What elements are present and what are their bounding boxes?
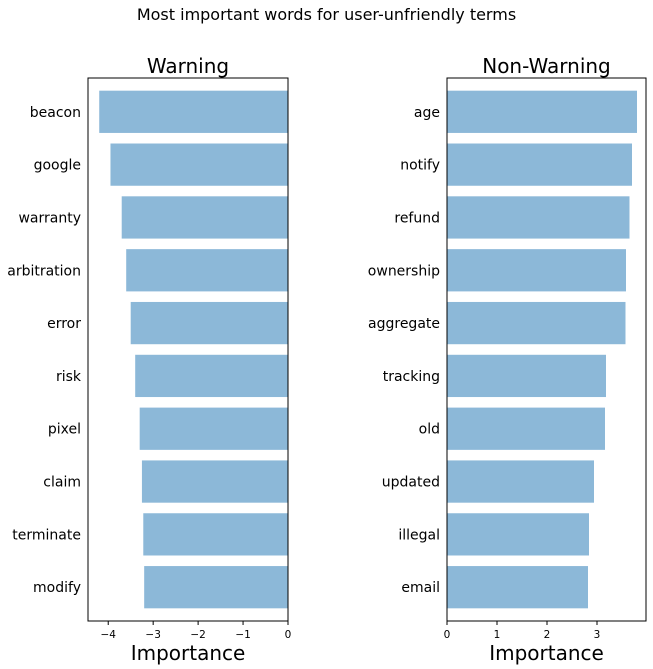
- category-label-risk: risk: [56, 369, 82, 385]
- bar-tracking: [447, 354, 606, 398]
- category-label-notify: notify: [400, 158, 440, 174]
- category-label-refund: refund: [394, 210, 440, 226]
- bar-old: [447, 407, 605, 450]
- axes-frame: [87, 77, 289, 622]
- category-label-age: age: [414, 105, 440, 121]
- category-label-tracking: tracking: [383, 369, 440, 385]
- panel-title: Non-Warning: [482, 54, 611, 78]
- category-label-warranty: warranty: [18, 210, 81, 226]
- bar-arbitration: [126, 249, 289, 292]
- bar-ownership: [447, 249, 626, 292]
- bar-email: [447, 566, 588, 609]
- x-tick-label: −3: [145, 629, 160, 641]
- category-label-arbitration: arbitration: [7, 263, 81, 279]
- category-label-illegal: illegal: [398, 527, 440, 543]
- bar-age: [447, 90, 637, 133]
- x-tick-label: 0: [285, 629, 292, 641]
- x-tick-label: 0: [444, 629, 451, 641]
- x-tick-label: 3: [594, 629, 601, 641]
- category-label-google: google: [34, 158, 81, 174]
- category-label-pixel: pixel: [48, 422, 81, 438]
- bar-google: [110, 143, 288, 186]
- x-tick-label: 1: [494, 629, 501, 641]
- bar-notify: [447, 143, 632, 186]
- x-tick-label: −4: [100, 629, 116, 641]
- bar-pixel: [139, 407, 288, 450]
- bar-updated: [447, 460, 594, 503]
- bar-warranty: [121, 196, 289, 239]
- category-label-email: email: [401, 580, 440, 596]
- x-tick-label: −1: [235, 629, 250, 641]
- bar-error: [130, 301, 288, 345]
- x-tick-label: 2: [544, 629, 551, 641]
- bar-aggregate: [447, 301, 626, 345]
- category-label-terminate: terminate: [12, 527, 81, 543]
- category-label-aggregate: aggregate: [368, 316, 440, 332]
- category-label-updated: updated: [382, 475, 440, 491]
- bar-illegal: [447, 513, 589, 556]
- bar-risk: [135, 354, 288, 398]
- bar-terminate: [143, 513, 288, 556]
- axes-frame: [446, 77, 647, 622]
- figure-title: Most important words for user-unfriendly…: [136, 5, 517, 24]
- category-label-modify: modify: [33, 580, 81, 596]
- bar-beacon: [99, 90, 288, 133]
- x-axis-label: Importance: [131, 641, 246, 665]
- bar-claim: [141, 460, 288, 503]
- category-label-error: error: [47, 316, 81, 332]
- category-label-old: old: [419, 422, 440, 438]
- bar-modify: [144, 566, 288, 609]
- x-tick-label: −2: [190, 629, 205, 641]
- bar-refund: [447, 196, 630, 239]
- category-label-ownership: ownership: [368, 263, 440, 279]
- x-axis-label: Importance: [489, 641, 604, 665]
- category-label-claim: claim: [43, 475, 81, 491]
- category-label-beacon: beacon: [30, 105, 81, 121]
- panel-title: Warning: [147, 54, 229, 78]
